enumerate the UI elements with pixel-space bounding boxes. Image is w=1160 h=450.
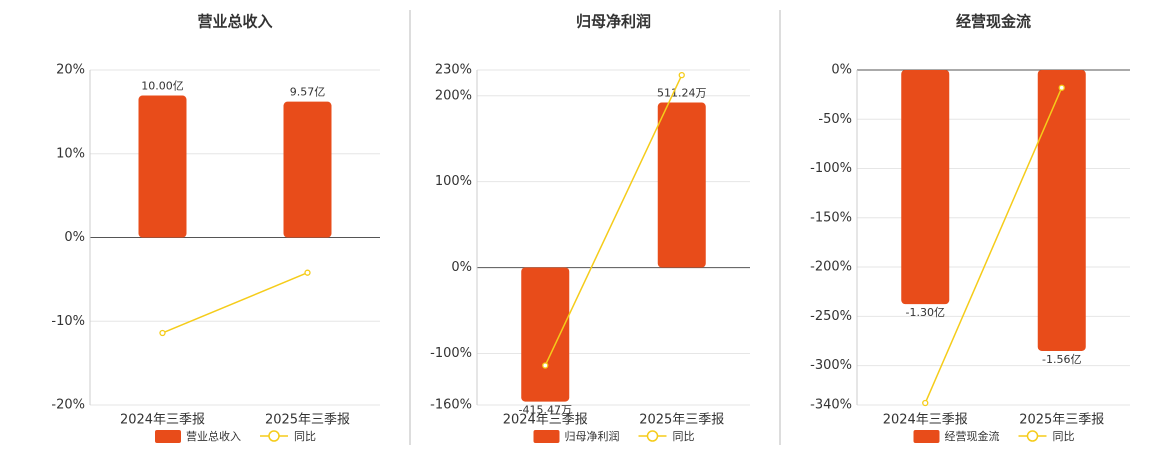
y-tick-label: -10% [51,314,85,329]
bar [901,70,950,305]
y-tick-label: 230% [435,63,472,78]
chart-title: 归母净利润 [576,13,651,31]
y-tick-label: 0% [451,260,472,275]
value-label: -415.47万 [519,404,572,417]
legend-swatch [533,430,560,443]
y-tick-label: 100% [435,174,472,189]
legend-swatch [646,430,659,442]
line-point [678,72,685,79]
x-tick-label: 2025年三季报 [1019,413,1104,428]
legend-label: 同比 [294,430,316,443]
bar [138,95,187,238]
y-tick-label: -100% [810,161,852,176]
legend-swatch [155,430,181,443]
y-tick-label: 10% [56,146,85,161]
y-tick-label: -50% [818,112,852,127]
bar [521,267,570,402]
line [162,271,308,334]
bar [657,102,706,268]
chart-title: 营业总收入 [197,13,272,31]
line-point [304,269,311,276]
value-label: 9.57亿 [290,86,326,99]
y-tick-label: 20% [56,63,85,78]
legend-label: 同比 [673,430,695,443]
bar [1037,70,1086,351]
line [544,74,683,366]
legend-swatch [913,430,940,443]
x-tick-label: 2025年三季报 [265,413,350,428]
y-tick-label: -20% [51,398,85,413]
x-tick-label: 2025年三季报 [639,413,724,428]
legend-swatch [268,430,280,442]
value-label: -1.56亿 [1042,353,1081,366]
value-label: 10.00亿 [141,80,184,93]
legend-label: 同比 [1053,430,1075,443]
x-tick-label: 2024年三季报 [883,413,968,428]
line-point [542,362,549,369]
chart-title: 经营现金流 [956,13,1031,31]
line-point [159,329,166,337]
x-tick-label: 2024年三季报 [120,413,205,428]
x-tick-label: 2024年三季报 [503,413,588,428]
value-label: -1.30亿 [906,306,945,319]
y-tick-label: -300% [810,358,852,373]
legend-label: 归母净利润 [565,429,620,443]
value-label: 511.24万 [657,87,707,100]
y-tick-label: 0% [64,230,85,245]
y-tick-label: 0% [831,63,852,78]
y-tick-label: 200% [435,88,472,103]
y-tick-label: -340% [810,398,852,413]
y-tick-label: -150% [810,210,852,225]
y-tick-label: -200% [810,260,852,275]
legend-swatch [1026,430,1039,442]
y-tick-label: -100% [430,346,472,361]
bar [283,101,332,238]
legend-label: 经营现金流 [945,429,1000,443]
y-tick-label: -160% [430,398,472,413]
legend-label: 营业总收入 [186,429,241,443]
line-point [922,399,929,407]
y-tick-label: -250% [810,309,852,324]
line [924,87,1063,404]
line-point [1058,84,1065,91]
